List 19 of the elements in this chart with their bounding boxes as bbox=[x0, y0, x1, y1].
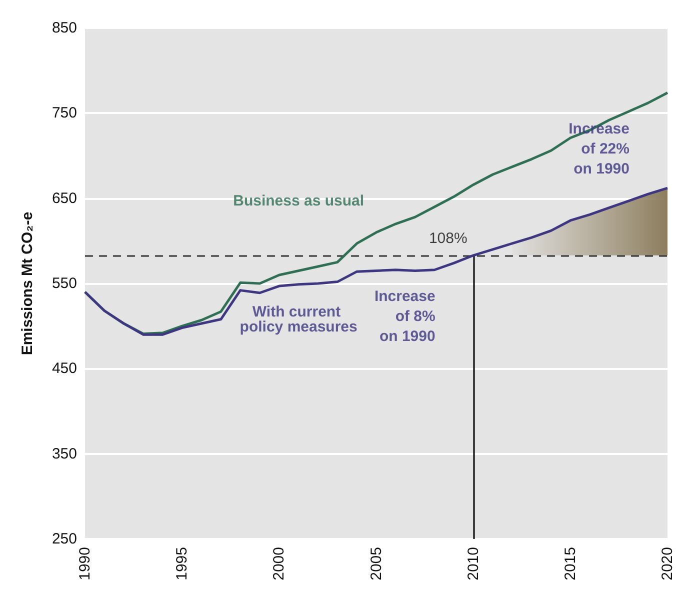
y-tick-label: 550 bbox=[52, 275, 77, 292]
x-tick-label: 2005 bbox=[368, 547, 385, 580]
y-tick-label: 650 bbox=[52, 190, 77, 207]
x-tick-label: 1990 bbox=[76, 547, 94, 580]
series-label: Business as usual bbox=[233, 192, 364, 210]
y-tick-label: 250 bbox=[52, 530, 77, 548]
x-tick-label: 2000 bbox=[270, 547, 288, 580]
annotation: Increase of 8% on 1990 bbox=[374, 288, 436, 345]
y-tick-label: 450 bbox=[52, 360, 77, 378]
x-tick-label: 2015 bbox=[562, 547, 579, 580]
annotation: 108% bbox=[428, 230, 468, 247]
y-tick-label: 750 bbox=[52, 104, 77, 122]
y-axis-title: Emissions Mt CO₂-e bbox=[19, 212, 36, 356]
y-tick-label: 850 bbox=[52, 20, 77, 36]
series-label: With current policy measures bbox=[240, 303, 358, 336]
x-tick-label: 1995 bbox=[174, 547, 191, 580]
x-tick-label: 2020 bbox=[659, 547, 676, 580]
x-tick-label: 2010 bbox=[464, 547, 482, 580]
y-tick-label: 350 bbox=[52, 445, 77, 462]
